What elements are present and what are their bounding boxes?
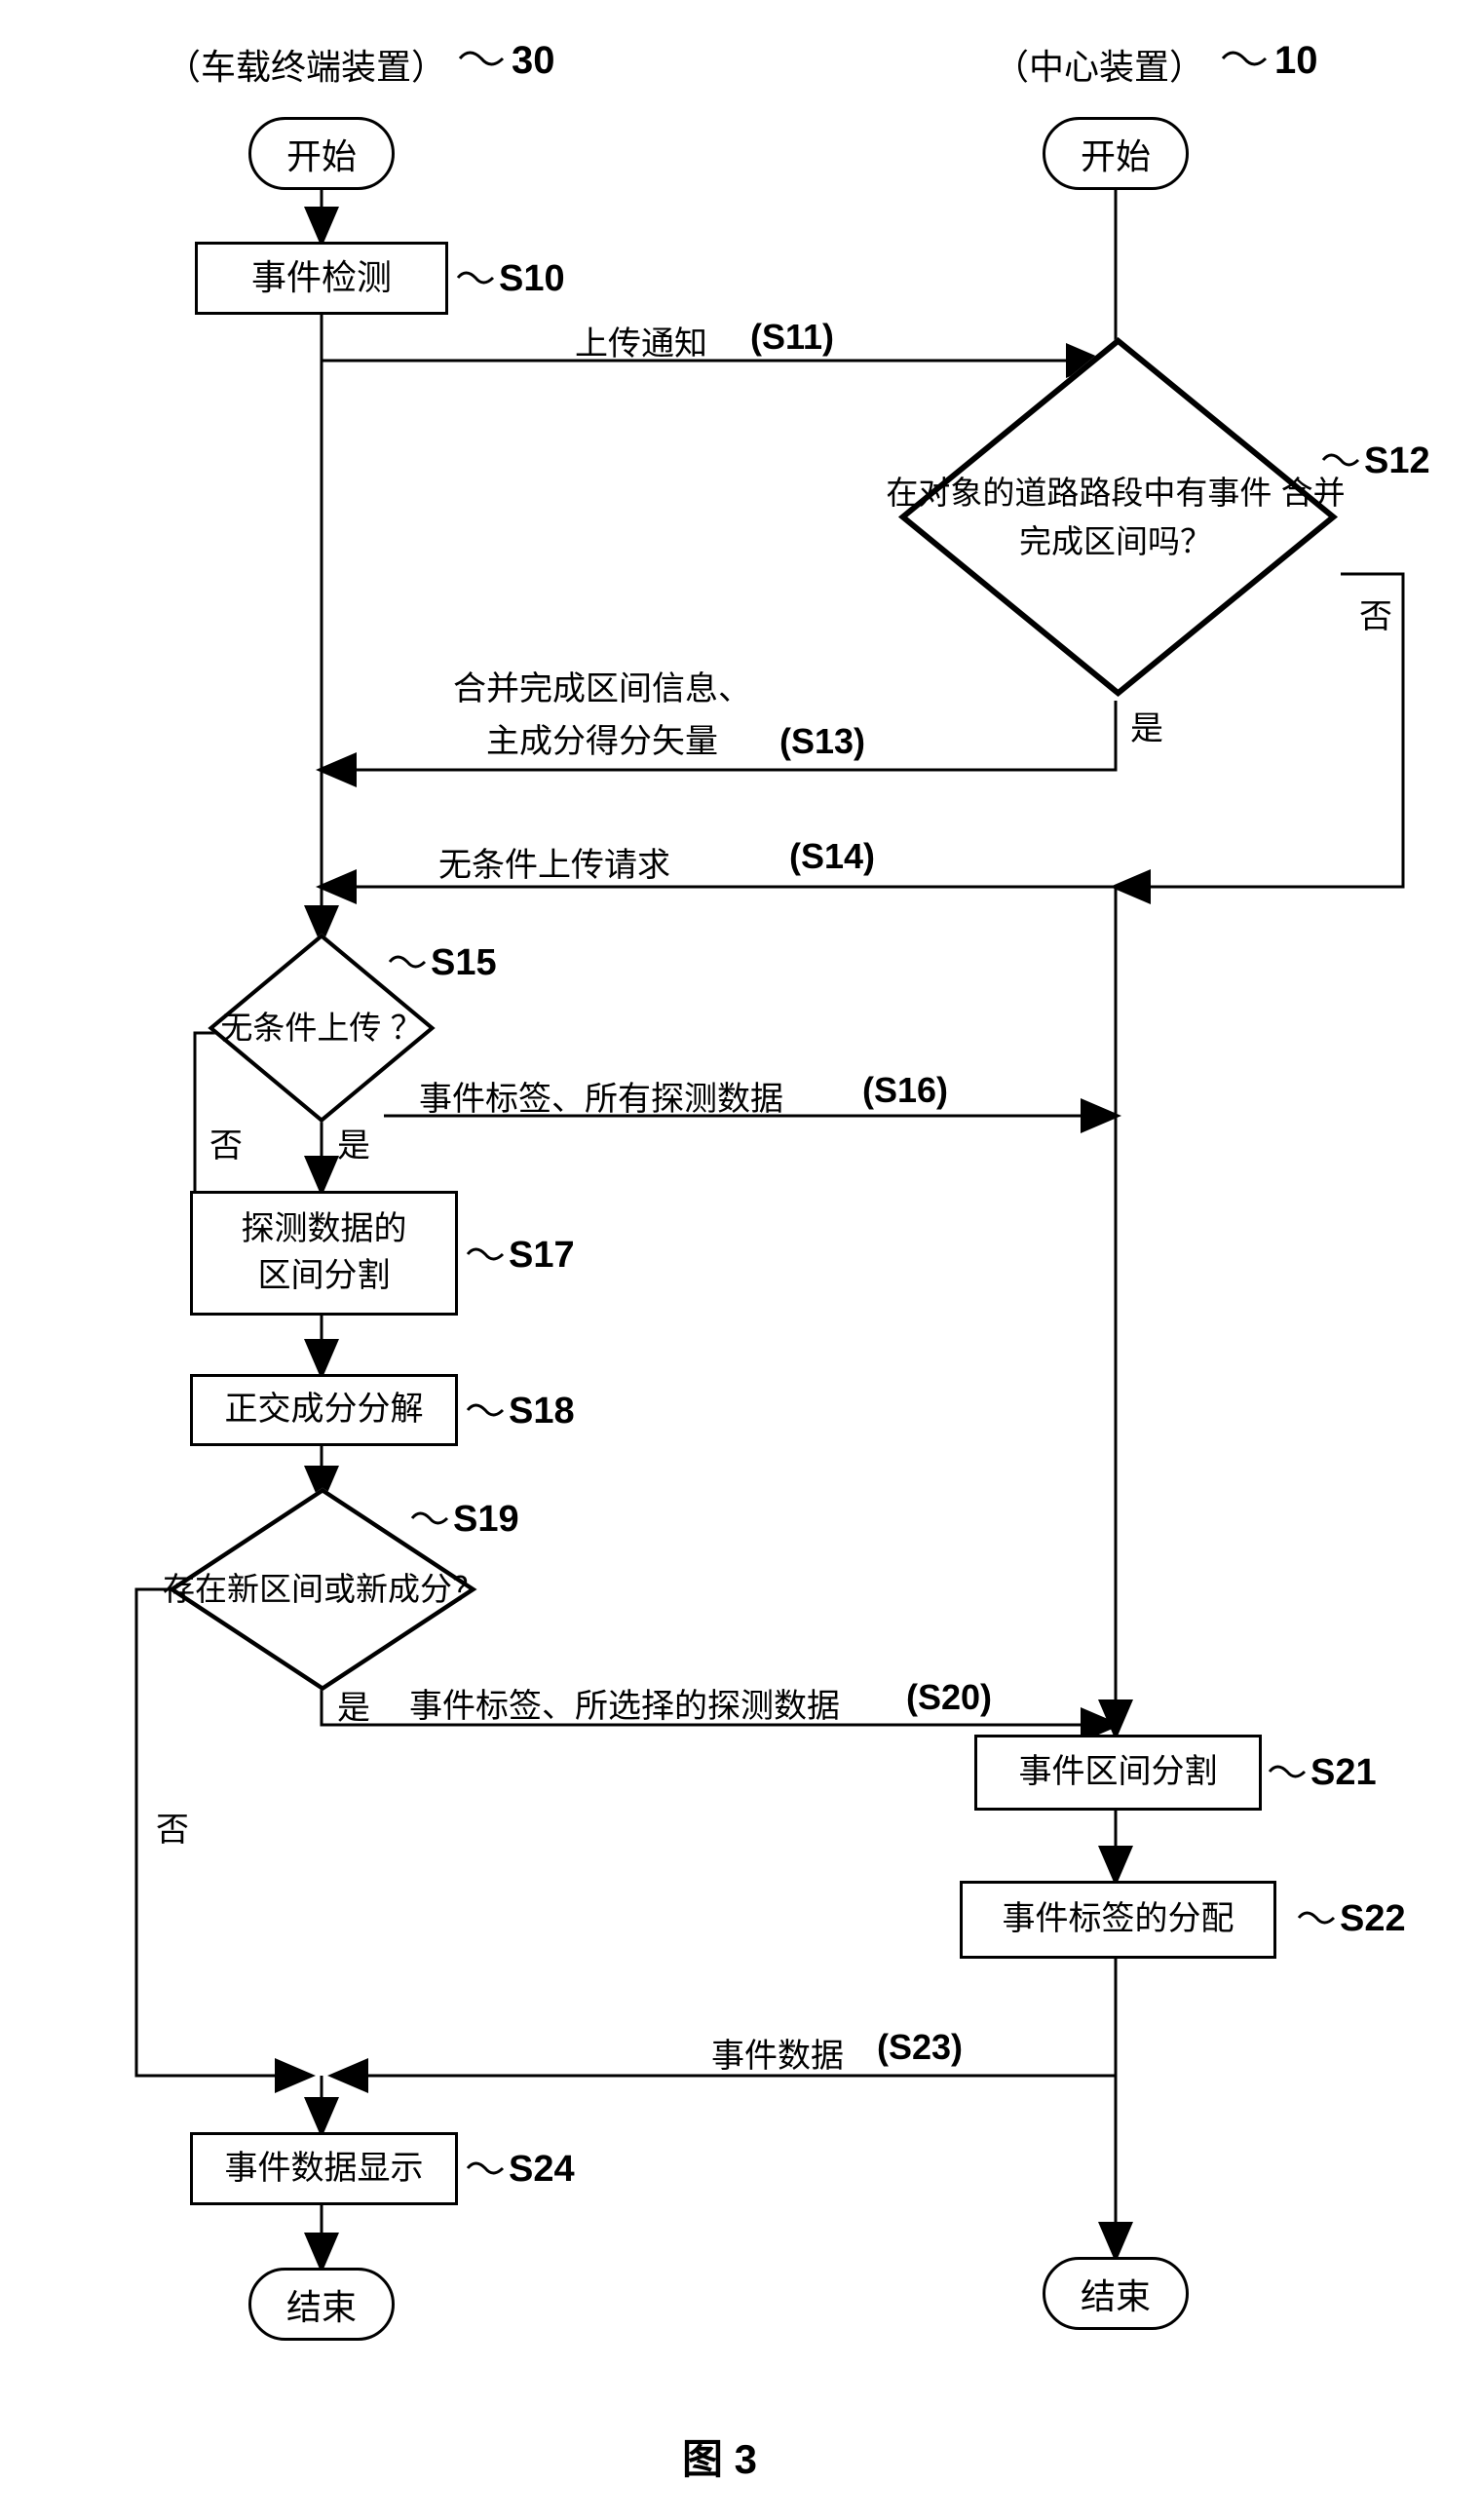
process-s22: 事件标签的分配 xyxy=(960,1881,1276,1959)
header-left-text: （车载终端装置） xyxy=(166,39,446,90)
label-s20-text: 事件标签、所选择的探测数据 xyxy=(409,1679,840,1727)
label-s10-id: S10 xyxy=(499,258,565,300)
label-s16-id: (S16) xyxy=(862,1070,948,1111)
label-s14-id: (S14) xyxy=(789,836,875,877)
process-s24: 事件数据显示 xyxy=(190,2132,458,2205)
label-s11-text: 上传通知 xyxy=(575,317,707,364)
process-s21: 事件区间分割 xyxy=(974,1735,1262,1811)
label-s20-id: (S20) xyxy=(906,1677,992,1718)
label-s13-text: 合并完成区间信息、 主成分得分矢量 xyxy=(453,663,751,769)
label-s15-yes: 是 xyxy=(337,1119,370,1166)
label-s19-no: 否 xyxy=(156,1803,189,1851)
terminator-start-left: 开始 xyxy=(248,117,395,190)
label-s14-text: 无条件上传请求 xyxy=(438,838,670,886)
label-s22-id: S22 xyxy=(1340,1898,1406,1940)
process-s18: 正交成分分解 xyxy=(190,1374,458,1446)
terminator-start-right: 开始 xyxy=(1043,117,1189,190)
terminator-end-left: 结束 xyxy=(248,2268,395,2341)
header-right-text: （中心装置） xyxy=(994,39,1204,90)
label-s23-id: (S23) xyxy=(877,2027,963,2068)
label-s11-id: (S11) xyxy=(750,317,834,358)
label-s12-yes: 是 xyxy=(1130,702,1163,749)
figure-caption: 图 3 xyxy=(682,2426,757,2486)
decision-s12: 在对象的道路路段中有事件 合并完成区间吗？ xyxy=(1047,446,1189,588)
label-s19-yes: 是 xyxy=(337,1681,370,1729)
process-s10: 事件检测 xyxy=(195,242,448,315)
label-s12-id: S12 xyxy=(1364,440,1430,482)
label-s23-text: 事件数据 xyxy=(711,2029,844,2077)
header-left-id: 30 xyxy=(512,39,555,83)
process-s17: 探测数据的 区间分割 xyxy=(190,1191,458,1316)
label-s16-text: 事件标签、所有探测数据 xyxy=(419,1072,783,1120)
label-s17-id: S17 xyxy=(509,1235,575,1277)
label-s24-id: S24 xyxy=(509,2149,575,2191)
label-s21-id: S21 xyxy=(1310,1752,1377,1794)
label-s12-no: 否 xyxy=(1359,590,1392,637)
header-right-id: 10 xyxy=(1274,39,1318,83)
label-s13-id: (S13) xyxy=(779,721,865,762)
label-s18-id: S18 xyxy=(509,1391,575,1432)
terminator-end-right: 结束 xyxy=(1043,2257,1189,2330)
label-s15-no: 否 xyxy=(209,1119,243,1166)
decision-s15: 无条件上传 ？ xyxy=(268,974,375,1082)
decision-s19: 存在新区间或新成分？ xyxy=(265,1532,380,1647)
